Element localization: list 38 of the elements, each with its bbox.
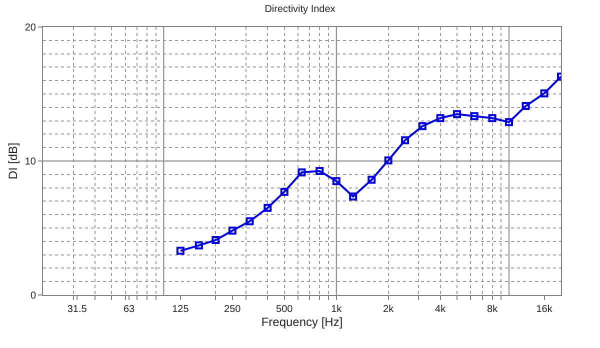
y-tick-label: 10 xyxy=(24,156,36,168)
point xyxy=(246,217,254,226)
chart-title: Directivity Index xyxy=(264,4,336,16)
point xyxy=(436,114,444,122)
point xyxy=(176,246,184,255)
point xyxy=(488,114,496,122)
point xyxy=(316,167,324,176)
y-tick-label: 0 xyxy=(30,290,36,302)
point xyxy=(194,241,203,250)
point xyxy=(368,176,376,184)
x-tick-label: 125 xyxy=(172,304,190,315)
x-tick-label: 1k xyxy=(331,304,343,315)
point xyxy=(212,236,220,244)
point xyxy=(264,204,272,212)
x-tick-label: 500 xyxy=(276,304,294,315)
point xyxy=(280,188,288,196)
point xyxy=(505,118,514,126)
x-tick-label: 63 xyxy=(123,304,136,315)
point xyxy=(470,112,478,120)
x-tick-label: 16k xyxy=(536,304,554,315)
y-axis-title: DI [dB] xyxy=(6,142,20,180)
x-tick-label: 2k xyxy=(383,304,395,315)
point xyxy=(228,226,236,235)
x-tick-label: 4k xyxy=(435,304,447,315)
point xyxy=(332,177,340,186)
point xyxy=(384,156,392,164)
x-tick-label: 250 xyxy=(224,304,242,315)
point xyxy=(540,89,548,98)
point xyxy=(298,168,306,176)
x-tick-label: 8k xyxy=(487,304,499,315)
point xyxy=(418,122,426,130)
point xyxy=(453,110,462,118)
y-tick-label: 20 xyxy=(24,22,36,34)
point xyxy=(401,136,410,144)
x-axis-title: Frequency [Hz] xyxy=(261,315,343,329)
x-tick-label: 31.5 xyxy=(67,304,88,315)
point xyxy=(522,102,530,110)
point xyxy=(349,192,358,201)
